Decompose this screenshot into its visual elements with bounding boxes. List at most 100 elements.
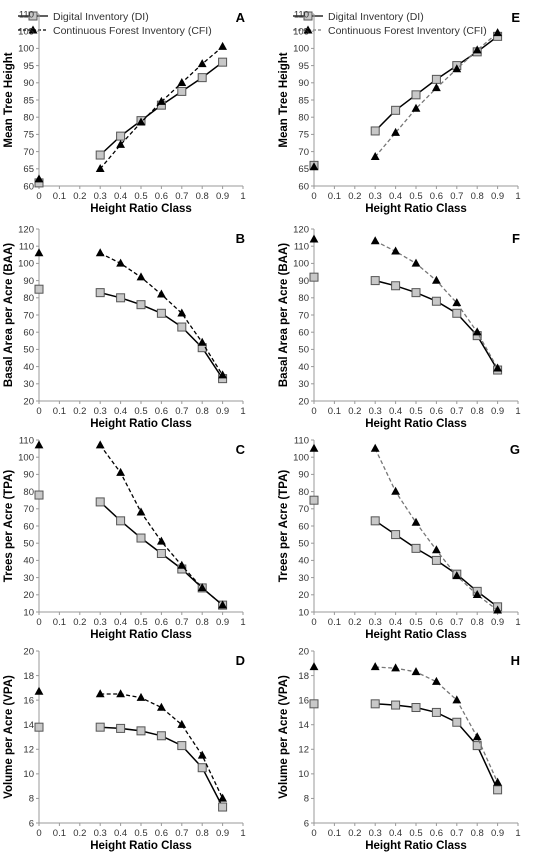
point-di [309,495,319,505]
panel-letter: H [511,653,520,668]
y-tick-label: 110 [294,242,309,253]
y-tick-label: 80 [298,293,309,304]
point-cfi [177,560,187,569]
point-cfi [34,440,44,449]
point-cfi [411,258,421,267]
point-di [370,126,380,136]
point-di [95,288,105,298]
panel-letter: G [510,442,520,457]
x-tick-label: 0.5 [409,828,422,839]
panel-letter: A [236,10,246,25]
point-cfi [197,750,207,759]
y-tick-label: 95 [23,61,34,72]
point-cfi [218,41,227,50]
y-tick-label: 70 [23,504,34,515]
y-tick-label: 40 [298,556,309,567]
x-tick-label: 0.5 [134,617,147,628]
point-cfi [432,676,441,685]
chart-panel-f: 20 30 40 50 60 70 80 90 100 110 120 0 0.1 0.2 0.3 0.4 0.… [278,224,521,430]
x-tick-label: 0.8 [471,617,484,628]
x-tick-label: 0.9 [491,828,504,839]
y-tick-label: 60 [298,521,309,532]
x-tick-label: 0.4 [389,617,402,628]
y-tick-label: 95 [298,61,309,72]
y-tick-label: 80 [23,113,34,124]
y-tick-label: 65 [23,164,34,175]
point-di [493,785,503,795]
legend-di-label: Digital Inventory (DI) [328,11,424,23]
point-cfi [452,298,462,307]
y-tick-label: 110 [294,9,309,20]
x-tick-label: 0 [311,828,316,839]
x-tick-label: 0.1 [53,191,66,202]
y-tick-label: 40 [23,362,34,373]
point-cfi [432,545,441,554]
y-tick-label: 100 [293,259,309,270]
y-axis-label: Volume per Acre (VPA) [3,675,15,799]
x-tick-label: 0.6 [430,828,443,839]
x-tick-label: 0.1 [53,617,66,628]
x-tick-label: 0.9 [491,406,504,417]
y-tick-label: 20 [23,646,34,657]
legend-left: Digital Inventory (DI) Continuous Forest… [18,11,212,37]
point-cfi [136,692,146,701]
y-tick-label: 20 [23,590,34,601]
point-cfi [136,117,146,126]
x-tick-label: 0.3 [94,191,107,202]
x-tick-label: 0.9 [216,617,229,628]
y-tick-label: 80 [298,487,309,498]
y-tick-label: 20 [23,396,34,407]
point-di [177,86,187,96]
y-tick-label: 80 [23,293,34,304]
y-tick-label: 85 [298,95,309,106]
y-tick-label: 90 [298,276,309,287]
y-tick-label: 18 [23,671,34,682]
y-tick-label: 90 [298,78,309,89]
y-tick-label: 80 [298,113,309,124]
y-tick-label: 60 [23,181,34,192]
point-di [136,726,146,736]
x-tick-label: 1 [240,828,245,839]
y-tick-label: 70 [298,504,309,515]
x-tick-label: 0.6 [155,617,168,628]
x-tick-label: 0.2 [348,828,361,839]
point-cfi [34,248,44,257]
y-tick-label: 30 [23,379,34,390]
y-tick-label: 12 [298,745,309,756]
x-tick-label: 1 [515,617,520,628]
point-cfi [95,689,105,698]
x-tick-label: 0 [36,617,41,628]
y-tick-label: 10 [23,607,34,618]
x-axis-label: Height Ratio Class [365,629,467,641]
point-di [309,272,319,282]
x-tick-label: 0.4 [114,617,127,628]
point-di [431,296,441,306]
point-cfi [157,702,166,711]
y-tick-label: 50 [23,345,34,356]
point-cfi [218,600,227,609]
x-tick-label: 0.7 [175,617,188,628]
x-tick-label: 0.2 [348,406,361,417]
point-cfi [452,64,462,73]
x-tick-label: 1 [240,191,245,202]
chart-panel-c: 10 20 30 40 50 60 70 80 90 100 110 0 0.1 0.2 0.3 0.4 0.5… [3,435,246,641]
point-di [411,90,421,100]
y-tick-label: 10 [298,769,309,780]
point-cfi [391,663,400,672]
y-tick-label: 60 [23,328,34,339]
x-tick-label: 0.2 [348,191,361,202]
y-axis-label: Mean Tree Height [278,52,290,147]
x-tick-label: 0.5 [134,191,147,202]
x-tick-label: 0.6 [430,406,443,417]
y-tick-label: 16 [23,695,34,706]
x-tick-label: 0.8 [471,191,484,202]
y-tick-label: 14 [23,720,34,731]
x-tick-label: 1 [515,828,520,839]
x-tick-label: 0.4 [389,191,402,202]
y-tick-label: 70 [298,147,309,158]
point-cfi [177,308,187,317]
x-tick-label: 0.9 [216,828,229,839]
x-tick-label: 0.7 [175,191,188,202]
y-tick-label: 10 [23,769,34,780]
point-cfi [472,732,482,741]
